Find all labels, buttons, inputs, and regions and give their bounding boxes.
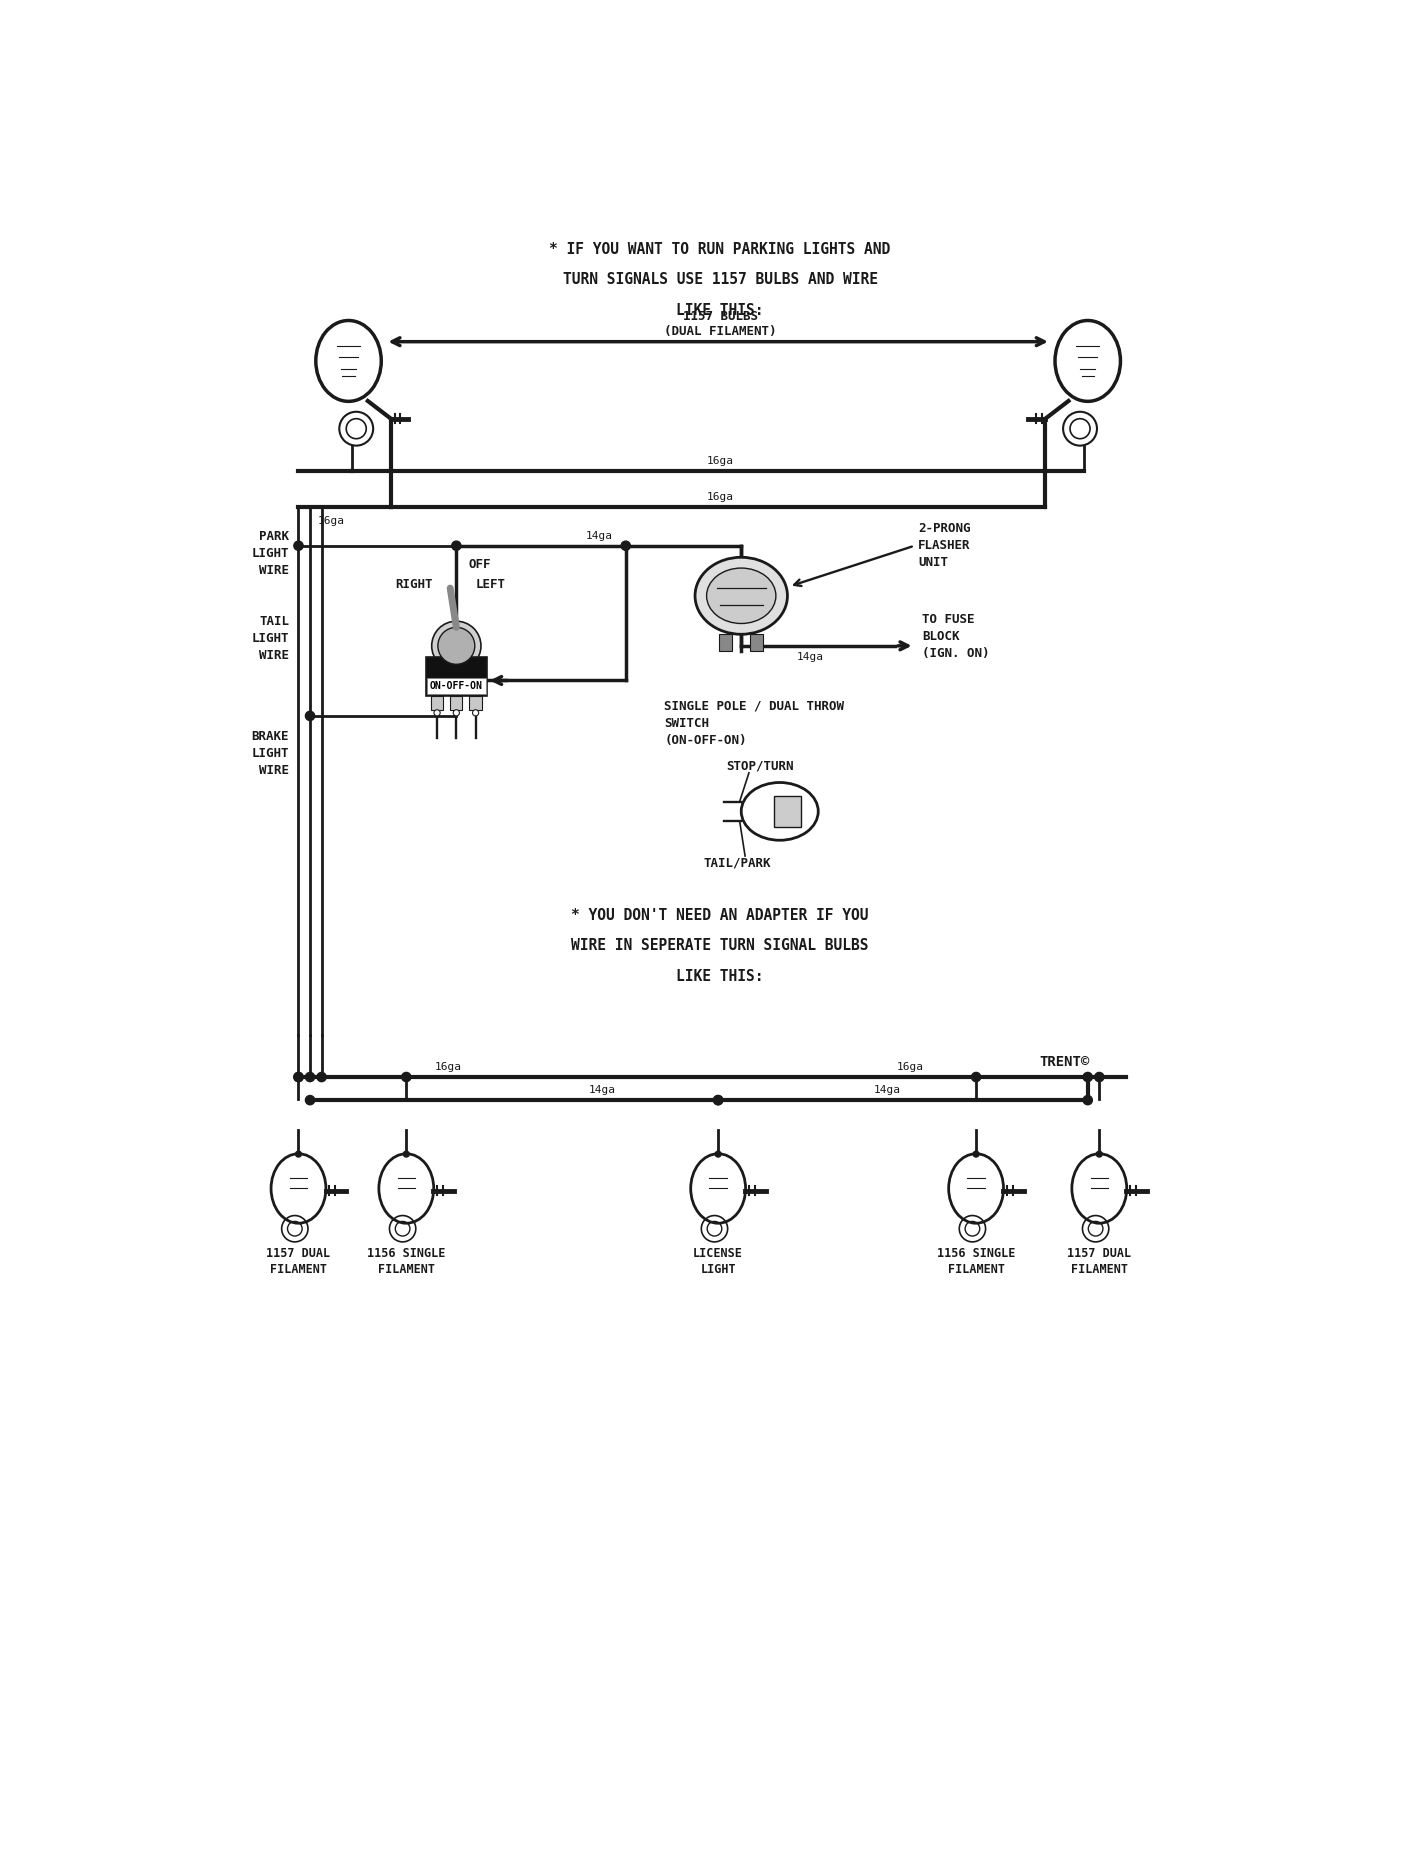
- Circle shape: [454, 709, 459, 715]
- Text: 1156 SINGLE
FILAMENT: 1156 SINGLE FILAMENT: [367, 1247, 445, 1277]
- Text: TAIL
LIGHT
WIRE: TAIL LIGHT WIRE: [251, 614, 289, 661]
- Ellipse shape: [695, 558, 787, 635]
- FancyBboxPatch shape: [774, 796, 801, 827]
- Circle shape: [714, 1095, 722, 1104]
- Circle shape: [434, 709, 440, 715]
- Text: OFF: OFF: [468, 558, 490, 571]
- FancyBboxPatch shape: [427, 678, 486, 693]
- Text: BRAKE
LIGHT
WIRE: BRAKE LIGHT WIRE: [251, 730, 289, 777]
- Circle shape: [305, 711, 315, 721]
- Text: TAIL/PARK: TAIL/PARK: [704, 856, 771, 869]
- Text: SINGLE POLE / DUAL THROW
SWITCH
(ON-OFF-ON): SINGLE POLE / DUAL THROW SWITCH (ON-OFF-…: [665, 700, 844, 747]
- Text: TURN SIGNALS USE 1157 BULBS AND WIRE: TURN SIGNALS USE 1157 BULBS AND WIRE: [562, 273, 878, 288]
- Text: 16ga: 16ga: [707, 492, 733, 502]
- Text: 1157 DUAL
FILAMENT: 1157 DUAL FILAMENT: [267, 1247, 330, 1277]
- FancyBboxPatch shape: [469, 696, 482, 709]
- Circle shape: [295, 1151, 302, 1157]
- Text: TRENT©: TRENT©: [1040, 1056, 1090, 1069]
- Text: 16ga: 16ga: [707, 455, 733, 466]
- Circle shape: [431, 622, 481, 670]
- FancyBboxPatch shape: [426, 657, 488, 696]
- FancyBboxPatch shape: [719, 635, 732, 651]
- Circle shape: [1083, 1073, 1092, 1082]
- FancyBboxPatch shape: [431, 696, 443, 709]
- Text: 14ga: 14ga: [874, 1084, 901, 1095]
- Text: * IF YOU WANT TO RUN PARKING LIGHTS AND: * IF YOU WANT TO RUN PARKING LIGHTS AND: [549, 241, 891, 256]
- Ellipse shape: [707, 567, 776, 623]
- Text: 16ga: 16ga: [318, 517, 344, 526]
- Text: LICENSE
LIGHT: LICENSE LIGHT: [693, 1247, 743, 1277]
- Text: 1157 BULBS
(DUAL FILAMENT): 1157 BULBS (DUAL FILAMENT): [663, 311, 777, 337]
- Circle shape: [974, 1151, 979, 1157]
- Circle shape: [403, 1151, 409, 1157]
- Text: 1157 DUAL
FILAMENT: 1157 DUAL FILAMENT: [1068, 1247, 1131, 1277]
- Circle shape: [714, 1095, 722, 1104]
- Text: 16ga: 16ga: [898, 1061, 924, 1071]
- FancyBboxPatch shape: [750, 635, 763, 651]
- Text: PARK
LIGHT
WIRE: PARK LIGHT WIRE: [251, 530, 289, 577]
- Text: 14ga: 14ga: [797, 651, 825, 663]
- Circle shape: [971, 1073, 981, 1082]
- Text: WIRE IN SEPERATE TURN SIGNAL BULBS: WIRE IN SEPERATE TURN SIGNAL BULBS: [572, 938, 868, 953]
- Text: 14ga: 14ga: [586, 532, 613, 541]
- Circle shape: [294, 541, 303, 550]
- Circle shape: [305, 1095, 315, 1104]
- Circle shape: [452, 541, 461, 550]
- Circle shape: [1096, 1151, 1102, 1157]
- Circle shape: [472, 709, 479, 715]
- Circle shape: [402, 1073, 410, 1082]
- Circle shape: [294, 1073, 303, 1082]
- Circle shape: [438, 627, 475, 665]
- Text: STOP/TURN: STOP/TURN: [726, 760, 794, 773]
- Circle shape: [305, 1073, 315, 1082]
- Text: LEFT: LEFT: [476, 578, 506, 592]
- Circle shape: [318, 1073, 326, 1082]
- Text: * YOU DON'T NEED AN ADAPTER IF YOU: * YOU DON'T NEED AN ADAPTER IF YOU: [572, 908, 868, 923]
- Text: 14ga: 14ga: [589, 1084, 617, 1095]
- Text: LIKE THIS:: LIKE THIS:: [676, 303, 764, 318]
- Circle shape: [621, 541, 631, 550]
- Text: ON-OFF-ON: ON-OFF-ON: [430, 681, 483, 691]
- Text: RIGHT: RIGHT: [395, 578, 433, 592]
- Text: 2-PRONG
FLASHER
UNIT: 2-PRONG FLASHER UNIT: [919, 522, 971, 569]
- Text: LIKE THIS:: LIKE THIS:: [676, 970, 764, 985]
- Circle shape: [1083, 1095, 1092, 1104]
- Circle shape: [715, 1151, 721, 1157]
- FancyBboxPatch shape: [450, 696, 462, 709]
- Circle shape: [1094, 1073, 1104, 1082]
- Text: TO FUSE
BLOCK
(IGN. ON): TO FUSE BLOCK (IGN. ON): [922, 614, 989, 661]
- Text: 1156 SINGLE
FILAMENT: 1156 SINGLE FILAMENT: [937, 1247, 1016, 1277]
- Circle shape: [294, 1073, 303, 1082]
- Text: 16ga: 16ga: [436, 1061, 462, 1071]
